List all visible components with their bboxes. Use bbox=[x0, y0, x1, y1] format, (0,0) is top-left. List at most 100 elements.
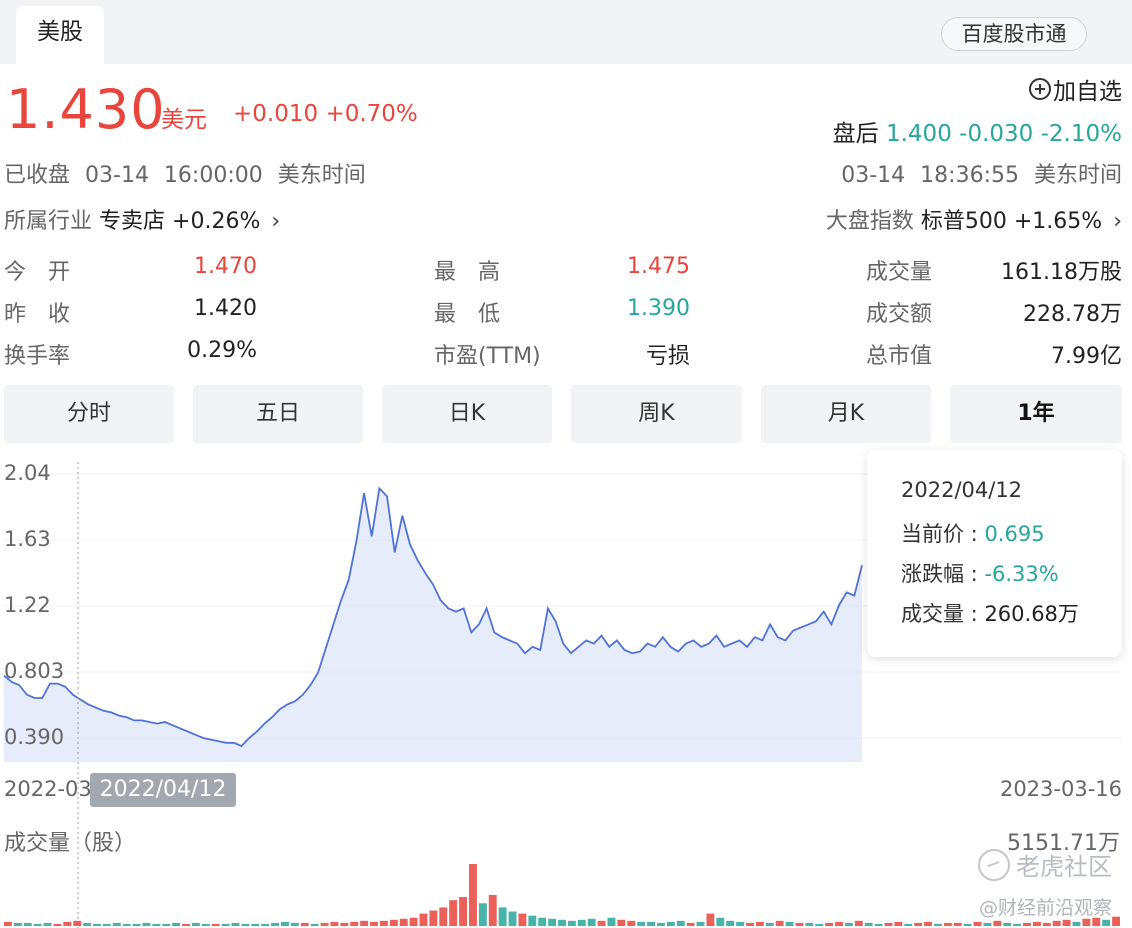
tab-daily-k[interactable]: 日K bbox=[382, 385, 552, 443]
watermark-author: @财经前沿观察 bbox=[978, 897, 1112, 919]
tab-weekly-k[interactable]: 周K bbox=[571, 385, 742, 443]
stat-value-low: 1.390 bbox=[627, 296, 690, 321]
favorite-label: 加自选 bbox=[1053, 79, 1122, 105]
tab-intraday[interactable]: 分时 bbox=[4, 385, 174, 443]
x-end-label: 2023-03-16 bbox=[999, 777, 1122, 801]
volume-bar bbox=[13, 922, 22, 926]
tooltip-pct-row: 涨跌幅 : -6.33% bbox=[901, 562, 1059, 586]
volume-bar bbox=[805, 922, 814, 926]
y-tick-label: 0.803 bbox=[4, 659, 65, 683]
volume-bar bbox=[785, 921, 794, 926]
volume-bar bbox=[597, 920, 606, 926]
volume-label: 成交量（股） bbox=[4, 831, 137, 856]
volume-bar bbox=[53, 923, 62, 926]
watermark-brand-text: 老虎社区 bbox=[1016, 853, 1112, 881]
volume-bar bbox=[429, 910, 438, 926]
volume-bar bbox=[132, 923, 141, 926]
tiger-logo-icon bbox=[978, 848, 1010, 881]
volume-bar bbox=[983, 922, 992, 926]
volume-bar bbox=[755, 921, 764, 926]
tooltip-vol-row: 成交量 : 260.68万 bbox=[901, 602, 1079, 626]
volume-bar bbox=[370, 921, 378, 926]
status-text: 已收盘 bbox=[4, 163, 71, 188]
tab-five-day[interactable]: 五日 bbox=[193, 385, 363, 443]
volume-bar bbox=[261, 923, 270, 926]
volume-bar bbox=[350, 921, 359, 926]
volume-bar bbox=[587, 918, 596, 926]
volume-bar bbox=[399, 918, 408, 926]
tab-monthly-k[interactable]: 月K bbox=[761, 385, 931, 443]
volume-bar bbox=[716, 917, 725, 926]
tooltip-price-row: 当前价 : 0.695 bbox=[901, 522, 1045, 546]
industry-link[interactable]: 所属行业 专卖店 +0.26% › bbox=[4, 203, 280, 235]
stat-label-low: 最 低 bbox=[434, 302, 501, 327]
volume-bar bbox=[419, 913, 428, 926]
stock-connect-button[interactable]: 百度股市通 bbox=[941, 17, 1087, 51]
add-favorite-button[interactable]: 加自选 bbox=[1029, 72, 1122, 106]
volume-bar bbox=[1013, 923, 1022, 926]
volume-bar bbox=[469, 864, 477, 926]
top-bar: 美股 百度股市通 bbox=[0, 0, 1132, 64]
volume-bar bbox=[746, 922, 754, 926]
volume-bar bbox=[1052, 920, 1061, 926]
stat-label-turnover-rate: 换手率 bbox=[4, 344, 71, 369]
volume-bar bbox=[696, 921, 705, 926]
volume-bar bbox=[478, 903, 487, 926]
volume-bar bbox=[894, 921, 903, 926]
volume-bar bbox=[93, 923, 101, 926]
period-tabs: 分时 五日 日K 周K 月K 1年 bbox=[0, 385, 1132, 443]
volume-bar bbox=[884, 922, 893, 926]
volume-bar bbox=[1082, 918, 1091, 926]
volume-bar bbox=[142, 922, 151, 926]
volume-bar bbox=[844, 922, 853, 926]
volume-bar bbox=[558, 919, 566, 926]
y-tick-label: 0.390 bbox=[4, 725, 65, 749]
watermark-brand: 老虎社区 bbox=[978, 847, 1112, 882]
volume-bar bbox=[835, 921, 843, 926]
volume-bar bbox=[498, 907, 507, 926]
volume-bar bbox=[775, 920, 784, 926]
volume-bar bbox=[152, 923, 161, 926]
volume-bar bbox=[102, 923, 111, 926]
market-tab-us[interactable]: 美股 bbox=[16, 6, 104, 64]
volume-bar bbox=[112, 922, 121, 926]
industry-name: 专卖店 bbox=[99, 209, 166, 234]
close-time: 03-14 16:00:00 bbox=[85, 163, 263, 188]
volume-bar bbox=[439, 907, 448, 926]
chevron-right-icon: › bbox=[1113, 209, 1122, 234]
add-circle-icon bbox=[1029, 78, 1051, 100]
volume-bar bbox=[449, 900, 458, 926]
volume-bar bbox=[33, 923, 42, 926]
volume-bar bbox=[815, 923, 824, 926]
tooltip-date: 2022/04/12 bbox=[901, 478, 1023, 502]
price-line bbox=[3, 486, 863, 748]
volume-bar bbox=[528, 915, 537, 926]
volume-bar bbox=[172, 922, 181, 926]
volume-bar bbox=[310, 923, 319, 926]
volume-bar bbox=[518, 913, 527, 926]
volume-bar bbox=[340, 922, 349, 926]
volume-bar bbox=[4, 921, 12, 926]
currency-label: 美元 bbox=[161, 107, 207, 133]
industry-label: 所属行业 bbox=[4, 209, 93, 234]
volume-bar bbox=[567, 920, 576, 926]
volume-bar bbox=[290, 922, 299, 926]
tab-one-year[interactable]: 1年 bbox=[950, 385, 1122, 443]
volume-bar bbox=[617, 919, 626, 926]
index-link[interactable]: 大盘指数 标普500 +1.65% › bbox=[826, 203, 1122, 235]
stat-value-volume: 161.18万股 bbox=[1001, 260, 1122, 285]
index-name: 标普500 bbox=[920, 209, 1007, 234]
after-hours-pct: -2.10% bbox=[1040, 121, 1122, 147]
volume-bar bbox=[281, 921, 289, 926]
tooltip-price-label: 当前价 bbox=[901, 522, 964, 546]
after-hours-label: 盘后 bbox=[832, 121, 879, 147]
price-chart[interactable] bbox=[0, 452, 1132, 928]
volume-bar bbox=[231, 922, 240, 926]
volume-bar bbox=[1023, 922, 1031, 926]
volume-bar bbox=[963, 923, 972, 926]
stat-label-volume: 成交量 bbox=[866, 260, 933, 285]
chevron-right-icon: › bbox=[271, 209, 281, 234]
volume-bar bbox=[686, 922, 695, 926]
volume-bar bbox=[83, 922, 92, 926]
stat-value-turnover: 228.78万 bbox=[1023, 302, 1122, 327]
